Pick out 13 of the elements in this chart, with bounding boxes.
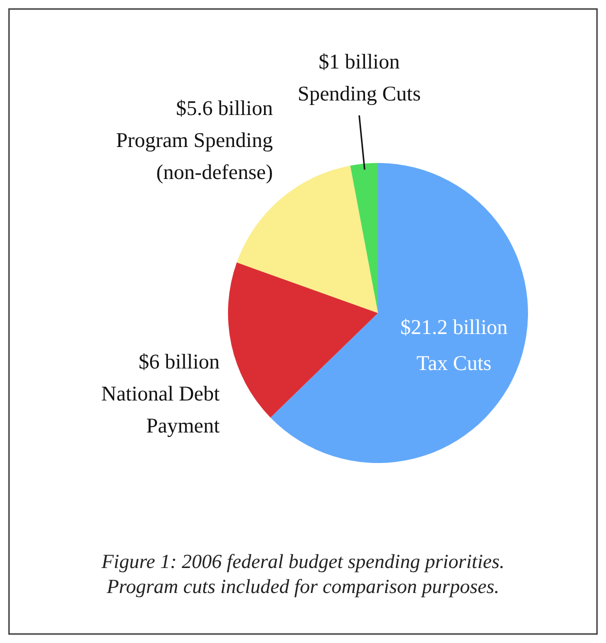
text: Program cuts included for comparison purposes.: [106, 576, 500, 598]
caption: Figure 1: 2006 federal budget spending priorities.: [100, 551, 505, 573]
data-label: $1 billion: [318, 49, 400, 74]
slice-label: Tax Cuts: [416, 351, 492, 376]
slice-label: Spending Cuts: [298, 81, 421, 106]
slice-label: National Debt Payment: [101, 381, 220, 438]
data-label: $21.2 billion: [400, 315, 508, 340]
pie-slice: [270, 163, 528, 463]
pie-slice: [350, 163, 378, 313]
data-label: $5.6 billion: [176, 96, 274, 120]
pie-slice: [228, 262, 378, 418]
slice-label: Program Spending (non-defense): [116, 128, 274, 184]
data-label: $6 billion: [138, 349, 220, 374]
